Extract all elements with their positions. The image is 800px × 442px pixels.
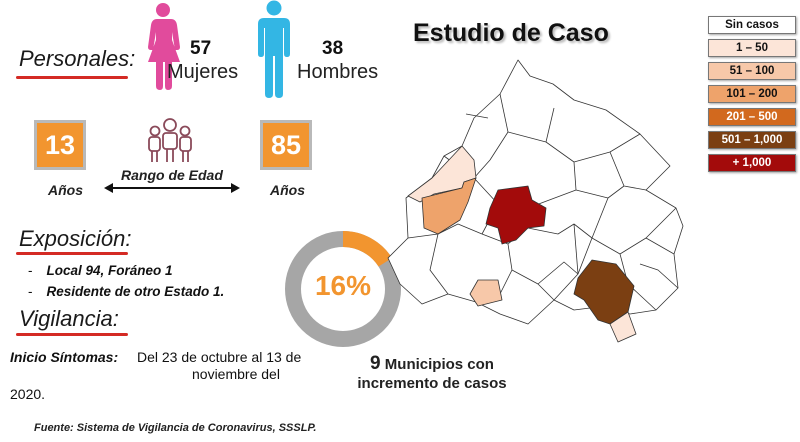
legend-item: Sin casos	[708, 16, 796, 34]
map-legend: Sin casos 1 – 50 51 – 100 101 – 200 201 …	[708, 16, 796, 177]
municipality-light-south	[469, 279, 503, 307]
legend-item: + 1,000	[708, 154, 796, 172]
female-icon	[148, 3, 180, 90]
age-max-box: 85	[260, 120, 312, 170]
legend-item: 501 – 1,000	[708, 131, 796, 149]
age-min-box: 13	[34, 120, 86, 170]
map-title: Estudio de Caso	[413, 19, 609, 47]
male-icon	[258, 0, 290, 98]
onset-text-line1: Del 23 de octubre al 13 de	[137, 349, 302, 365]
onset-text-line2: noviembre del	[192, 366, 280, 382]
age-max-label: Años	[270, 182, 305, 198]
legend-item: 51 – 100	[708, 62, 796, 80]
age-min-label: Años	[48, 182, 83, 198]
municipality-map	[387, 59, 684, 343]
age-range-arrow	[104, 183, 240, 193]
women-count: 57	[190, 38, 212, 59]
group-icon	[148, 118, 192, 162]
personales-heading: Personales:	[19, 46, 136, 71]
onset-label: Inicio Síntomas:	[10, 349, 119, 365]
source-note: Fuente: Sistema de Vigilancia de Coronav…	[34, 422, 317, 434]
men-label: Hombres	[297, 61, 379, 83]
increase-donut	[285, 231, 401, 347]
personales-underline	[16, 76, 128, 79]
municipality-brown-center	[573, 259, 635, 325]
vigilancia-heading: Vigilancia:	[19, 306, 119, 331]
age-range-label: Rango de Edad	[121, 167, 223, 183]
legend-item: 1 – 50	[708, 39, 796, 57]
exposicion-heading: Exposición:	[19, 226, 132, 251]
vigilancia-underline	[16, 333, 128, 336]
women-label: Mujeres	[167, 61, 239, 83]
municipality-capital	[485, 185, 547, 245]
municipality-mid-west	[421, 177, 477, 235]
exposure-item: - Local 94, Foráneo 1	[28, 263, 173, 278]
exposure-item: - Residente de otro Estado 1.	[28, 284, 225, 299]
exposure-list: - Local 94, Foráneo 1 - Residente de otro …	[28, 263, 224, 305]
onset-text-line3: 2020.	[10, 386, 46, 402]
municipality-light-southeast	[609, 311, 637, 343]
exposicion-underline	[16, 252, 128, 255]
men-count: 38	[322, 38, 344, 59]
municipalities-increase-text: 9 Municipios con incremento de casos	[357, 353, 507, 392]
legend-item: 101 – 200	[708, 85, 796, 103]
legend-item: 201 – 500	[708, 108, 796, 126]
increase-percent: 16%	[314, 270, 372, 301]
